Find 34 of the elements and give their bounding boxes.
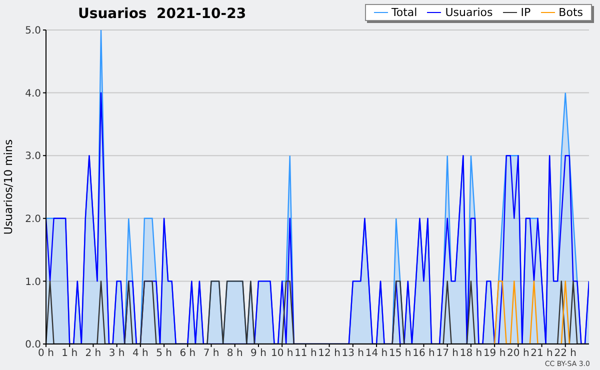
x-tick-label: 18 h [460, 348, 482, 360]
x-tick-label: 16 h [412, 348, 435, 360]
x-tick-label: 15 h [389, 348, 412, 360]
x-tick-label: 8 h [226, 348, 243, 360]
x-tick-label: 3 h [108, 348, 125, 360]
x-tick-label: 7 h [203, 348, 220, 360]
y-tick-label: 3.0 [25, 151, 41, 162]
y-axis-title: Usuarios/10 mins [2, 139, 15, 235]
legend-label: Bots [558, 6, 583, 19]
x-tick-label: 14 h [365, 348, 388, 360]
x-tick-label: 0 h [38, 348, 54, 360]
x-tick-label: 22 h [554, 348, 577, 360]
y-tick-label: 1.0 [25, 276, 41, 288]
x-tick-label: 12 h [318, 348, 340, 360]
x-tick-label: 17 h [436, 348, 458, 360]
x-tick-label: 5 h [156, 348, 172, 360]
legend-label: IP [520, 6, 531, 19]
x-tick-label: 2 h [85, 348, 102, 360]
legend-label: Total [392, 6, 418, 19]
x-tick-label: 6 h [180, 348, 196, 360]
x-tick-label: 9 h [250, 348, 266, 360]
x-tick-label: 4 h [132, 348, 148, 360]
y-tick-label: 2.0 [25, 214, 41, 225]
x-tick-label: 10 h [270, 348, 294, 360]
y-tick-label: 4.0 [25, 88, 41, 100]
x-tick-label: 21 h [530, 348, 553, 360]
legend-label: Usuarios [445, 6, 493, 19]
chart-title: Usuarios 2021-10-23 [78, 6, 246, 22]
y-tick-label: 5.0 [25, 26, 41, 37]
x-tick-label: 19 h [483, 348, 506, 360]
x-tick-label: 13 h [342, 348, 364, 360]
x-tick-label: 11 h [294, 348, 317, 360]
x-tick-label: 20 h [507, 348, 530, 360]
x-tick-label: 1 h [62, 348, 78, 360]
